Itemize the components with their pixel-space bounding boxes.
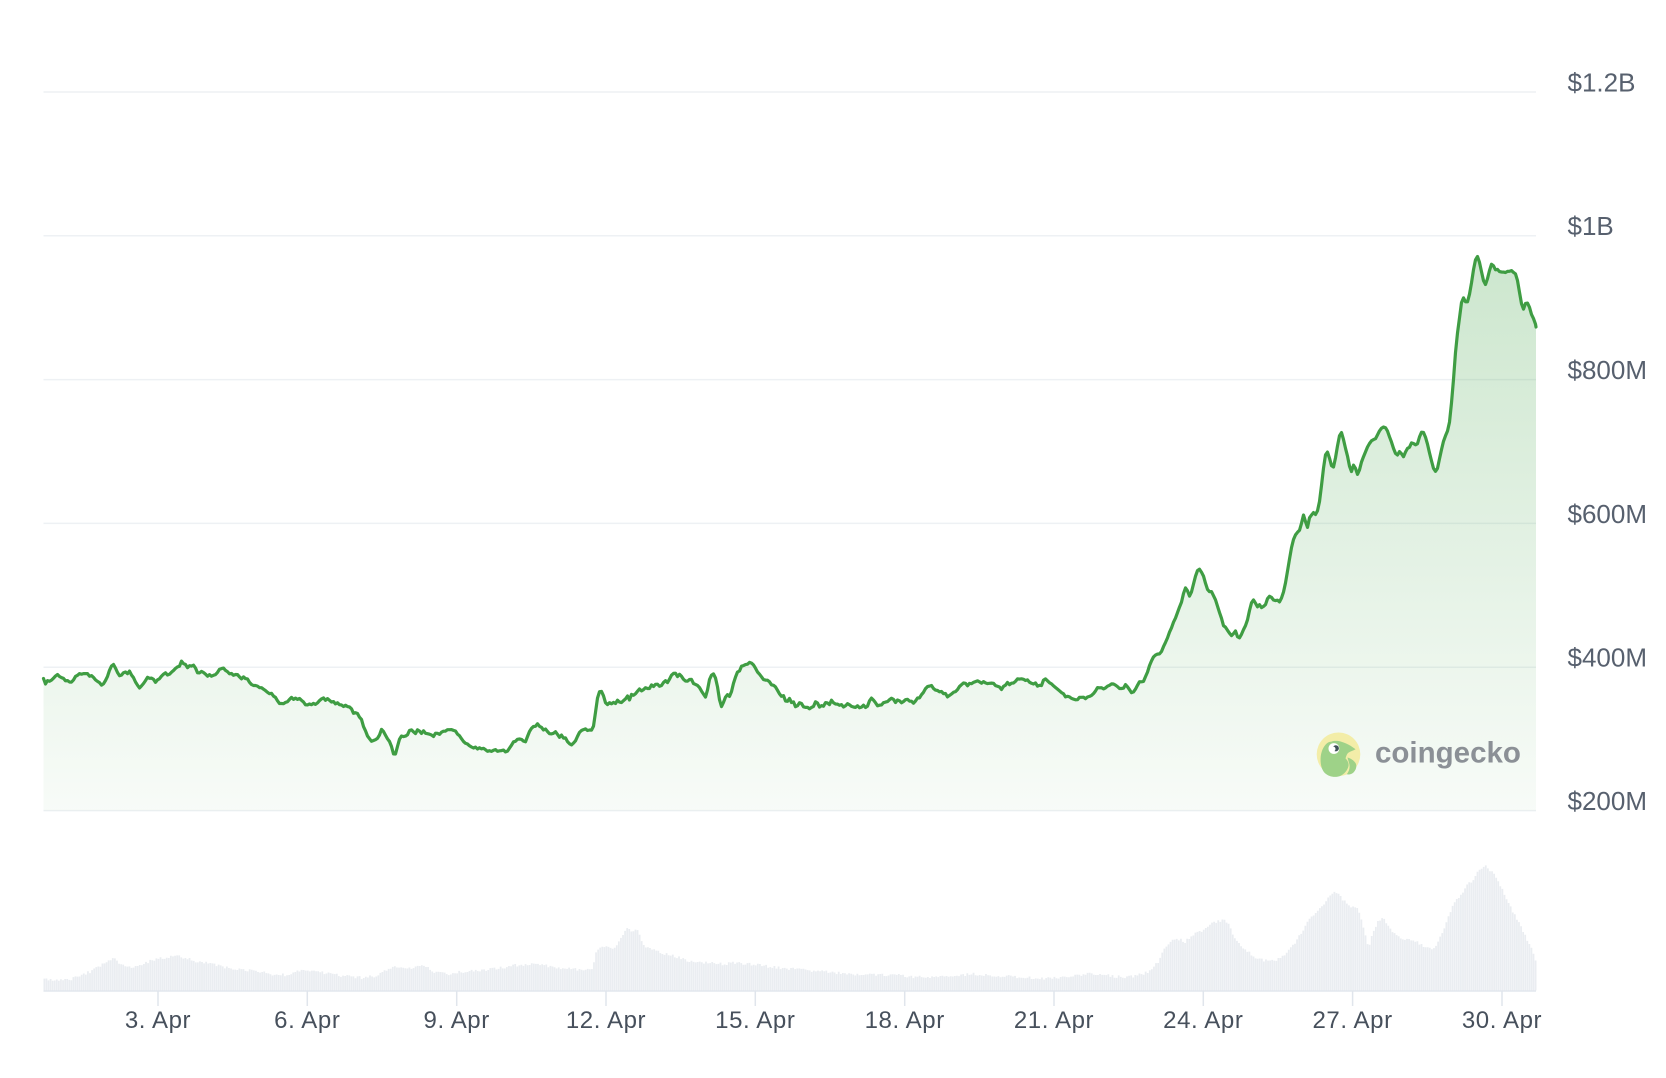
svg-text:coingecko: coingecko	[1375, 737, 1521, 770]
svg-text:27. Apr: 27. Apr	[1312, 1007, 1392, 1034]
svg-text:$600M: $600M	[1568, 499, 1648, 529]
svg-text:$800M: $800M	[1568, 355, 1648, 385]
svg-text:6. Apr: 6. Apr	[274, 1007, 340, 1034]
svg-text:9. Apr: 9. Apr	[424, 1007, 490, 1034]
svg-text:15. Apr: 15. Apr	[715, 1007, 795, 1034]
svg-text:$1.2B: $1.2B	[1568, 67, 1636, 97]
svg-text:12. Apr: 12. Apr	[566, 1007, 646, 1034]
svg-text:$200M: $200M	[1568, 786, 1648, 816]
svg-text:21. Apr: 21. Apr	[1014, 1007, 1094, 1034]
svg-text:18. Apr: 18. Apr	[865, 1007, 945, 1034]
svg-text:3. Apr: 3. Apr	[125, 1007, 191, 1034]
svg-text:$1B: $1B	[1568, 211, 1614, 241]
svg-text:$400M: $400M	[1568, 643, 1648, 673]
svg-text:30. Apr: 30. Apr	[1462, 1007, 1542, 1034]
svg-text:24. Apr: 24. Apr	[1163, 1007, 1243, 1034]
